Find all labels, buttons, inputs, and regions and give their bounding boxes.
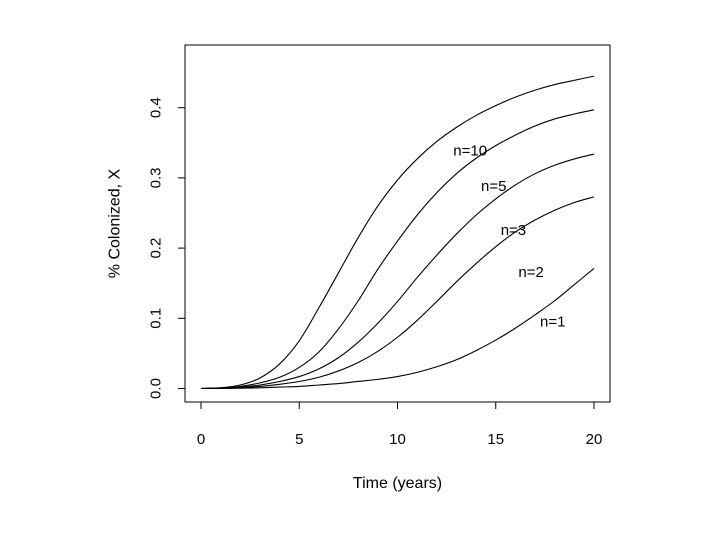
y-axis-title: % Colonized, X	[107, 168, 124, 278]
series-lines	[200, 75, 595, 390]
y-tick-label: 0.3	[148, 167, 165, 188]
x-tick-label: 20	[586, 431, 603, 448]
x-tick-label: 10	[389, 431, 406, 448]
series-label-n-1: n=1	[540, 313, 565, 330]
x-axis-ticks: 0 5 10 15 20	[197, 402, 603, 448]
series-label-n-5: n=5	[481, 178, 506, 195]
series-label-n-2: n=2	[518, 264, 543, 281]
series-label-n-3: n=3	[501, 222, 526, 239]
y-tick-label: 0.2	[148, 238, 165, 259]
series-line-n-5	[200, 109, 595, 390]
series-line-n-3	[200, 153, 595, 390]
y-axis-ticks: 0.0 0.1 0.2 0.3 0.4	[148, 97, 185, 399]
series-line-n-10	[200, 75, 595, 390]
y-tick-label: 0.0	[148, 378, 165, 399]
series-labels: n=10 n=5 n=3 n=2 n=1	[453, 143, 565, 331]
x-tick-label: 5	[295, 431, 303, 448]
y-tick-label: 0.4	[148, 97, 165, 118]
series-label-n-10: n=10	[453, 143, 487, 160]
series-line-n-1	[200, 268, 595, 390]
x-axis-title: Time (years)	[353, 475, 442, 492]
series-line-n-2	[200, 196, 595, 390]
x-tick-label: 0	[197, 431, 205, 448]
y-tick-label: 0.1	[148, 308, 165, 329]
plot-frame	[184, 44, 611, 403]
x-tick-label: 15	[487, 431, 504, 448]
